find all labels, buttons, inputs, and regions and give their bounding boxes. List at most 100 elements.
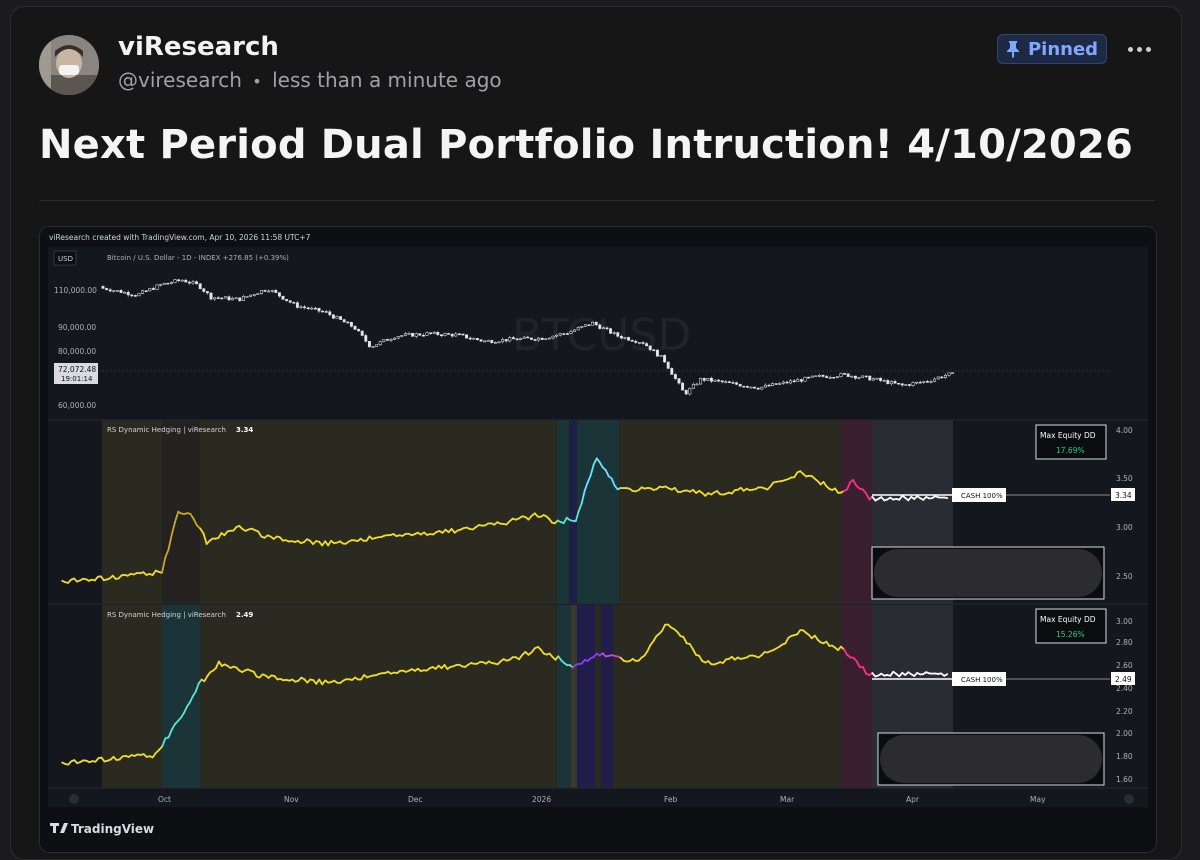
candle-body bbox=[185, 280, 187, 282]
candle-body bbox=[365, 335, 367, 341]
candle-body bbox=[282, 296, 284, 299]
pane2-indicator-name: RS Dynamic Hedging | viResearch bbox=[107, 611, 226, 619]
candle-body bbox=[858, 377, 860, 378]
candle-body bbox=[620, 336, 622, 338]
candle-body bbox=[786, 382, 788, 383]
candle-body bbox=[624, 337, 626, 338]
candle-body bbox=[192, 282, 194, 284]
pane1-tick: 4.00 bbox=[1116, 426, 1133, 435]
candle-body bbox=[541, 338, 543, 340]
candle-body bbox=[383, 339, 385, 341]
candle-body bbox=[429, 333, 431, 334]
candle-body bbox=[930, 381, 932, 382]
candle-body bbox=[217, 298, 219, 299]
candle-body bbox=[631, 340, 633, 341]
candle-body bbox=[721, 381, 723, 382]
candle-body bbox=[815, 376, 817, 377]
auto-scale-icon[interactable] bbox=[1124, 794, 1134, 804]
candle-body bbox=[235, 298, 237, 299]
candle-body bbox=[782, 382, 784, 383]
candle-body bbox=[512, 338, 514, 339]
candle-body bbox=[685, 390, 687, 394]
candle-body bbox=[483, 341, 485, 342]
candle-body bbox=[397, 336, 399, 338]
candle-body bbox=[696, 384, 698, 385]
more-options-button[interactable] bbox=[1124, 34, 1154, 64]
pane2-tick: 1.80 bbox=[1116, 752, 1133, 761]
candle-body bbox=[188, 282, 190, 283]
timezone-icon[interactable] bbox=[69, 794, 79, 804]
candle-body bbox=[455, 334, 457, 336]
meta-separator: • bbox=[252, 72, 261, 91]
candle-body bbox=[480, 340, 482, 341]
candle-body bbox=[861, 376, 863, 377]
candle-body bbox=[501, 339, 503, 342]
price-tick: 60,000.00 bbox=[58, 401, 96, 410]
pane1-dd-label: Max Equity DD bbox=[1040, 431, 1096, 440]
author-handle[interactable]: @viresearch bbox=[118, 68, 242, 92]
candle-body bbox=[951, 373, 953, 374]
candle-body bbox=[246, 296, 248, 297]
candle-body bbox=[944, 375, 946, 377]
candle-body bbox=[710, 378, 712, 381]
currency-label: USD bbox=[58, 255, 73, 263]
candle-body bbox=[833, 377, 835, 378]
chart-header: viResearch created with TradingView.com,… bbox=[49, 233, 311, 242]
candle-body bbox=[444, 333, 446, 335]
candle-body bbox=[890, 381, 892, 383]
candle-body bbox=[347, 322, 349, 323]
candle-body bbox=[156, 285, 158, 290]
time-tick: Mar bbox=[780, 795, 795, 804]
candle-body bbox=[660, 355, 662, 356]
tradingview-chart: viResearch created with TradingView.com,… bbox=[40, 227, 1156, 852]
candle-body bbox=[447, 333, 449, 334]
candle-body bbox=[149, 288, 151, 290]
candle-body bbox=[926, 381, 928, 382]
candle-body bbox=[325, 311, 327, 312]
price-tick: 110,000.00 bbox=[54, 286, 97, 295]
candle-body bbox=[357, 329, 359, 331]
candle-body bbox=[552, 336, 554, 338]
candle-body bbox=[933, 379, 935, 381]
candle-body bbox=[746, 386, 748, 387]
countdown: 19:01:14 bbox=[61, 375, 93, 383]
candle-body bbox=[332, 315, 334, 318]
candle-body bbox=[527, 337, 529, 338]
candle-body bbox=[404, 334, 406, 336]
candle-body bbox=[617, 333, 619, 337]
pane2-dd-value: 15.26% bbox=[1056, 630, 1085, 639]
candle-body bbox=[239, 298, 241, 301]
candle-body bbox=[894, 381, 896, 383]
candle-body bbox=[818, 375, 820, 376]
candle-body bbox=[656, 350, 658, 356]
candle-body bbox=[591, 322, 593, 325]
candle-body bbox=[458, 334, 460, 335]
candle-body bbox=[602, 328, 604, 329]
candle-body bbox=[606, 328, 608, 329]
pane1-indicator-value: 3.34 bbox=[236, 426, 253, 434]
candle-body bbox=[123, 292, 125, 293]
candle-body bbox=[869, 376, 871, 380]
avatar[interactable] bbox=[39, 35, 99, 95]
candle-body bbox=[840, 373, 842, 376]
candle-body bbox=[703, 378, 705, 380]
candle-body bbox=[829, 377, 831, 378]
candle-body bbox=[739, 384, 741, 386]
pane1-status: CASH 100% bbox=[961, 492, 1003, 500]
candle-body bbox=[257, 294, 259, 295]
candle-body bbox=[437, 332, 439, 335]
candle-body bbox=[883, 380, 885, 381]
candle-body bbox=[476, 338, 478, 339]
pin-icon bbox=[1006, 40, 1020, 58]
candle-body bbox=[811, 376, 813, 377]
candle-body bbox=[127, 292, 129, 295]
candle-body bbox=[581, 326, 583, 327]
author-name[interactable]: viResearch bbox=[118, 32, 279, 62]
chart-image[interactable]: viResearch created with TradingView.com,… bbox=[39, 226, 1157, 853]
candle-body bbox=[915, 382, 917, 383]
candle-body bbox=[728, 382, 730, 383]
candle-body bbox=[163, 283, 165, 284]
more-icon bbox=[1128, 47, 1133, 52]
candle-body bbox=[242, 296, 244, 300]
candle-body bbox=[779, 383, 781, 384]
